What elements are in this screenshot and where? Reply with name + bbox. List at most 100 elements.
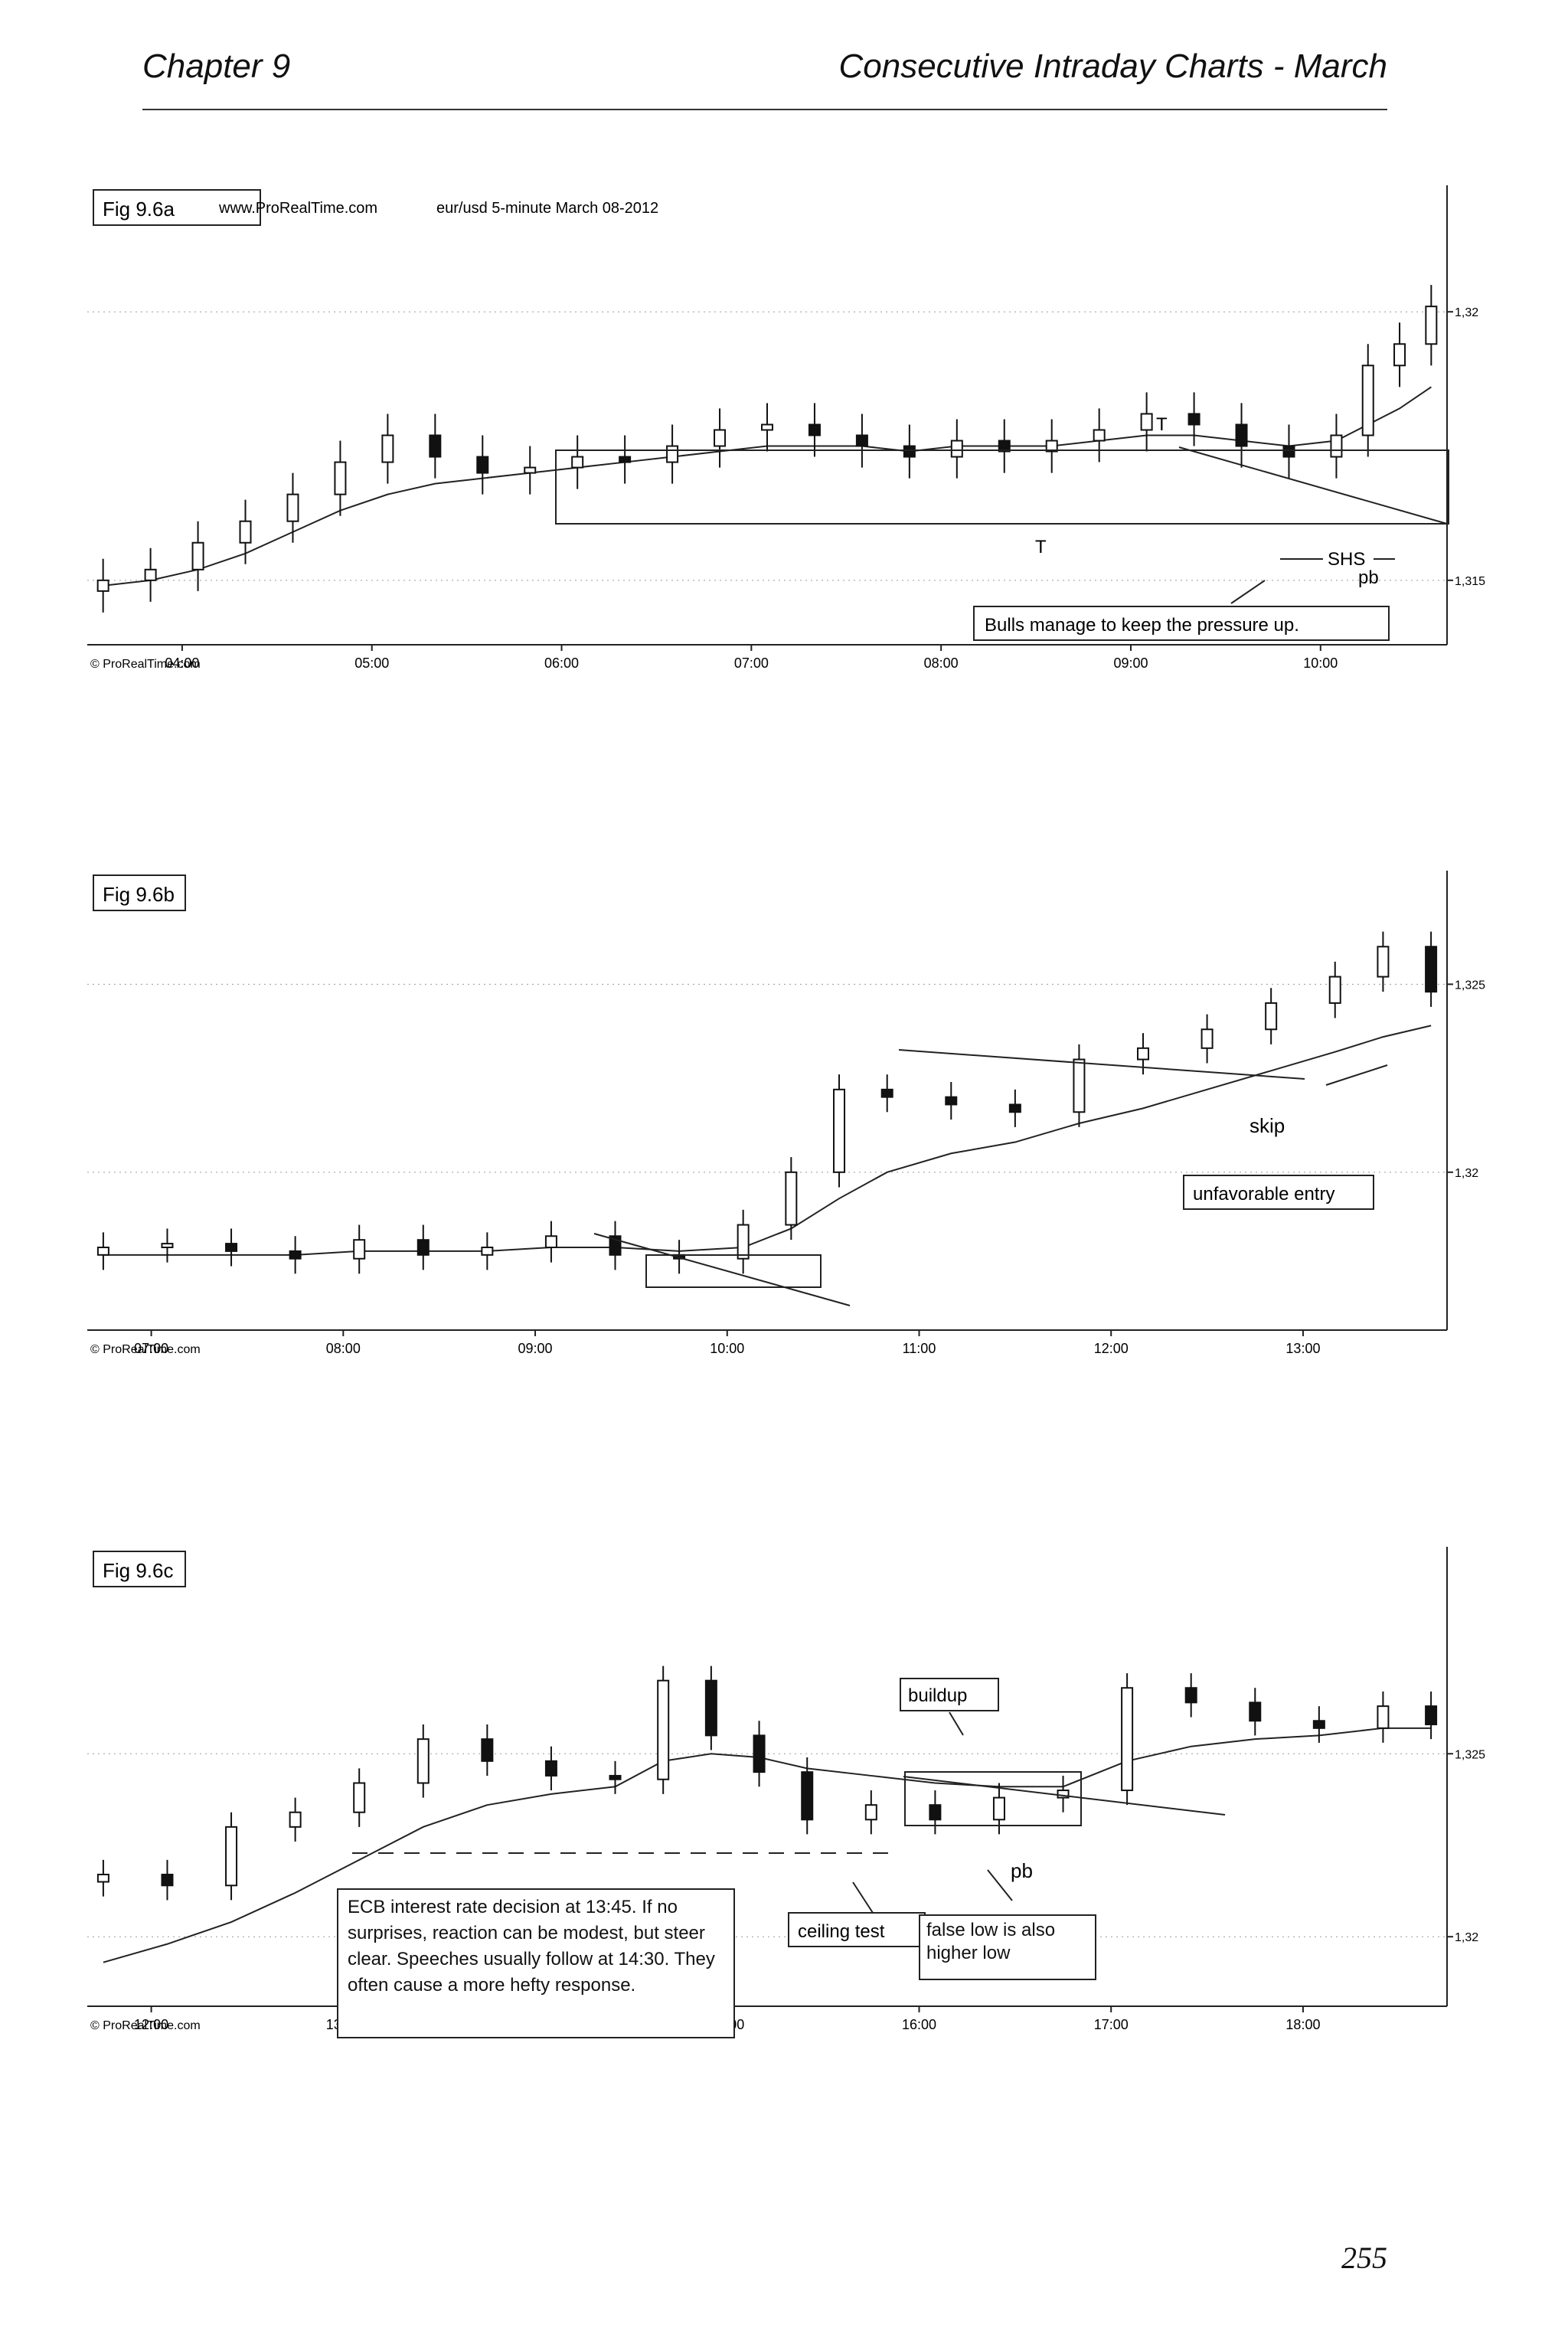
candle-body <box>1073 1058 1086 1113</box>
candle-body <box>289 1250 302 1260</box>
candle-body <box>1328 976 1341 1004</box>
candle-body <box>144 568 157 581</box>
plot-area: 1,32 1,315 04:00 05:00 06:00 07:00 08:00 09:00 1… <box>87 185 1485 671</box>
x-tick-label: 11:00 <box>903 1341 936 1356</box>
candle-body <box>1361 364 1374 436</box>
false-low-text: false low is also higher low <box>919 1914 1096 1980</box>
buildup-box <box>904 1771 1082 1826</box>
candle-body <box>945 1096 958 1106</box>
candle-body <box>1187 413 1200 426</box>
candle-body <box>1200 1028 1214 1049</box>
skip-label: skip <box>1250 1114 1285 1137</box>
y-tick-label: 1,32 <box>1455 306 1478 319</box>
candle-body <box>544 1760 557 1777</box>
watermark: © ProRealTime.com <box>90 1343 201 1356</box>
x-tick-label: 09:00 <box>518 1341 553 1356</box>
candle-body <box>191 541 204 570</box>
candle-body <box>1137 1047 1150 1061</box>
candle-body <box>929 1804 942 1821</box>
candle-body <box>1425 1705 1438 1726</box>
candle-body <box>609 1774 622 1780</box>
skip-arrow-line <box>1325 1064 1388 1086</box>
candle-body <box>481 1738 494 1762</box>
x-tick-label: 10:00 <box>710 1341 744 1356</box>
candle-body <box>864 1804 877 1821</box>
candle-body <box>96 1873 109 1883</box>
candle-body <box>225 1243 238 1252</box>
x-tick-label: 07:00 <box>734 655 769 671</box>
candle-body <box>1312 1720 1325 1729</box>
plot-area: 1,325 1,32 07:00 08:00 09:00 10:00 11:00 12:00 1… <box>87 871 1485 1356</box>
ecb-note-text: ECB interest rate decision at 13:45. If … <box>337 1888 735 2038</box>
candle-body <box>381 434 394 463</box>
x-tick-label: 08:00 <box>924 655 959 671</box>
fig-label-box <box>93 189 261 226</box>
candle-body <box>1377 1705 1390 1729</box>
candle-body <box>855 434 868 447</box>
candle-body <box>619 456 632 463</box>
range-box <box>555 449 1449 525</box>
candle-body <box>1184 1687 1197 1704</box>
ceiling-test-label: ceiling test <box>798 1921 885 1942</box>
section-title: Consecutive Intraday Charts - March <box>838 47 1387 85</box>
candle-body <box>286 493 299 522</box>
ceiling-arrow <box>852 1881 874 1914</box>
fig-label-box <box>93 874 186 911</box>
y-tick-label: 1,32 <box>1455 1931 1478 1944</box>
annotations: buildup pb ceiling test false low is als… <box>337 1678 1226 2038</box>
pb-label: pb <box>1011 1859 1033 1882</box>
page-header: Chapter 9 Consecutive Intraday Charts - … <box>142 38 1387 110</box>
candle-body <box>704 1679 717 1737</box>
candle-body <box>481 1247 494 1256</box>
candle-body <box>880 1088 893 1098</box>
plot-area: 1,3251,3212:0013:0014:0015:0016:0017:001… <box>87 1547 1485 2032</box>
chart-fig-9-6a-svg: Fig 9.6a www.ProRealTime.com eur/usd 5-m… <box>87 185 1485 671</box>
candle-body <box>544 1235 557 1249</box>
watermark: © ProRealTime.com <box>90 658 201 671</box>
top-t-label: T <box>1156 414 1168 435</box>
fig-label: Fig 9.6b <box>103 883 175 906</box>
x-tick-label: 12:00 <box>134 2017 168 2032</box>
candle-body <box>96 579 109 592</box>
candle-body <box>1377 946 1390 978</box>
candle-body <box>761 423 773 431</box>
buildup-arrow <box>949 1711 964 1736</box>
candle-body <box>161 1243 174 1249</box>
chart-fig-9-6b: Fig 9.6b © ProRealTime.com 1,325 1,32 07:0… <box>77 863 1516 1414</box>
trend-line-right <box>898 1049 1305 1080</box>
candle-body <box>903 445 916 458</box>
candle-body <box>225 1826 238 1887</box>
chart-fig-9-6c-svg: Fig 9.6c © ProRealTime.com 1,325 1,32 12:0… <box>87 1547 1485 2038</box>
chapter-label: Chapter 9 <box>142 47 291 85</box>
note-text: Bulls manage to keep the pressure up. <box>985 615 1299 636</box>
buildup-label-box <box>900 1678 999 1711</box>
candle-body <box>1057 1790 1070 1799</box>
candle-body <box>571 456 584 469</box>
pb-label: pb <box>1358 567 1379 588</box>
candle-body <box>476 456 489 474</box>
x-tick-label: 17:00 <box>1094 2017 1129 2032</box>
x-tick-label: 13:00 <box>1285 1341 1320 1356</box>
candle-body <box>1425 946 1438 993</box>
chart-fig-9-6c: Fig 9.6c © ProRealTime.com 1,325 1,32 12:0… <box>77 1539 1516 2090</box>
candle-body <box>524 466 537 474</box>
candle-body <box>714 429 727 447</box>
candle-body <box>161 1873 174 1887</box>
candle-body <box>1008 1103 1021 1113</box>
candle-body <box>833 1088 846 1173</box>
annotations: skip unfavorable entry <box>593 1049 1388 1306</box>
candle-body <box>666 445 679 463</box>
y-tick-label: 1,32 <box>1455 1167 1478 1180</box>
false-low-note: false low is also higher low <box>919 1914 1096 1980</box>
y-tick-label: 1,315 <box>1455 575 1485 588</box>
candle-body <box>289 1811 302 1828</box>
consolidation-box <box>645 1254 822 1288</box>
candle-body <box>1093 429 1106 442</box>
y-tick-label: 1,325 <box>1455 1748 1485 1761</box>
fig-label: Fig 9.6a <box>103 198 175 221</box>
candle-body <box>992 1796 1005 1821</box>
x-tick-label: 16:00 <box>902 2017 936 2032</box>
trend-line-left <box>593 1233 851 1306</box>
candle-body <box>808 423 821 436</box>
annotations: T T SHS pb Bulls manage to keep the pres… <box>555 414 1449 641</box>
